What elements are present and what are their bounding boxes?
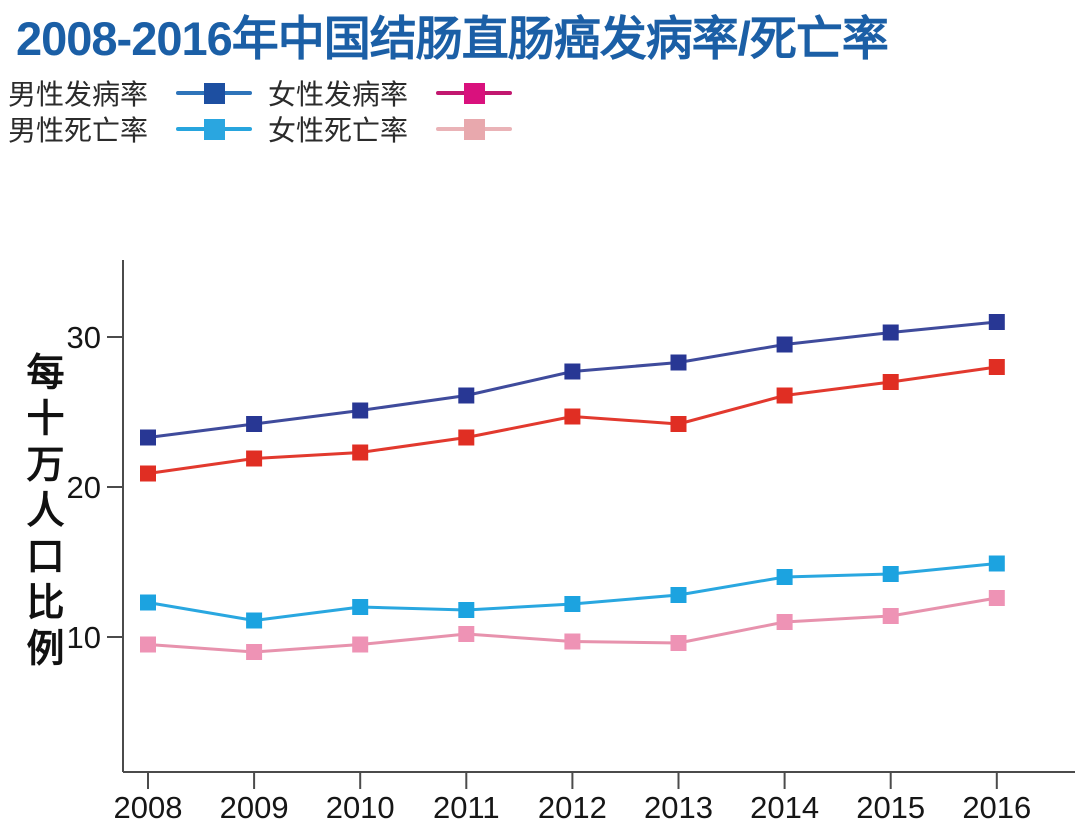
y-axis-tick-label: 30 <box>67 320 101 355</box>
x-axis-year-label: 2010 <box>326 790 395 825</box>
legend-item-male-mortality: 男性死亡率 <box>8 112 252 146</box>
male-mortality-marker <box>140 594 156 611</box>
male-mortality-marker <box>670 587 687 603</box>
y-axis-tick-label: 20 <box>67 470 101 505</box>
legend-marker-square-icon <box>176 79 252 107</box>
female-mortality-marker <box>352 636 369 653</box>
x-axis-year-label: 2011 <box>433 790 500 825</box>
male-incidence-marker <box>140 429 156 446</box>
female-mortality-marker <box>670 635 687 651</box>
male-incidence-marker <box>776 336 793 353</box>
legend-label: 女性死亡率 <box>268 115 409 146</box>
legend-label: 男性发病率 <box>8 79 149 110</box>
legend-item-female-mortality: 女性死亡率 <box>268 112 512 146</box>
female-incidence-marker <box>670 416 687 432</box>
x-axis-year-label: 2015 <box>856 790 925 825</box>
x-axis-year-label: 2009 <box>220 790 289 825</box>
female-mortality-marker <box>882 608 899 624</box>
legend-marker-square-icon <box>176 115 252 143</box>
x-axis-year-label: 2012 <box>538 790 607 825</box>
legend-marker-square-icon <box>436 79 512 107</box>
chart-title: 2008-2016年中国结肠直肠癌发病率/死亡率 <box>16 12 889 65</box>
male-incidence-marker <box>564 363 581 380</box>
female-mortality-marker <box>140 636 156 653</box>
female-incidence-marker <box>352 444 369 461</box>
legend-label: 女性发病率 <box>268 79 409 110</box>
male-mortality-marker <box>352 599 369 615</box>
male-incidence-marker <box>246 416 263 432</box>
y-axis-title: 每十万人口比例 <box>20 352 62 674</box>
male-mortality-marker <box>776 569 793 585</box>
male-mortality-marker <box>564 596 581 612</box>
legend-marker-square-icon <box>436 115 512 143</box>
female-mortality-marker <box>564 633 581 650</box>
x-axis-year-label: 2008 <box>114 790 183 825</box>
male-incidence-marker <box>670 354 687 371</box>
female-mortality-marker <box>458 626 475 642</box>
female-incidence-marker <box>458 429 475 446</box>
legend-label: 男性死亡率 <box>8 115 149 146</box>
female-incidence-marker <box>776 387 793 404</box>
male-mortality-marker <box>988 555 1005 572</box>
male-mortality-marker <box>882 566 899 582</box>
female-mortality-marker <box>246 644 263 660</box>
female-incidence-marker <box>140 465 156 482</box>
female-incidence-marker <box>882 374 899 390</box>
female-incidence-marker <box>988 359 1005 375</box>
male-mortality-marker <box>458 602 475 618</box>
x-axis-year-label: 2016 <box>962 790 1031 825</box>
female-incidence-marker <box>246 450 263 467</box>
legend-item-male-incidence: 男性发病率 <box>8 76 252 110</box>
male-incidence-marker <box>988 314 1005 330</box>
female-incidence-marker <box>564 408 581 425</box>
legend-item-female-incidence: 女性发病率 <box>268 76 512 110</box>
female-mortality-marker <box>776 614 793 630</box>
y-axis-tick-label: 10 <box>67 620 101 655</box>
x-axis-year-label: 2014 <box>750 790 819 825</box>
female-mortality-marker <box>988 590 1005 606</box>
male-mortality-marker <box>246 612 263 629</box>
male-incidence-marker <box>458 387 475 404</box>
male-incidence-marker <box>352 402 369 419</box>
male-incidence-marker <box>882 324 899 341</box>
x-axis-year-label: 2013 <box>644 790 713 825</box>
